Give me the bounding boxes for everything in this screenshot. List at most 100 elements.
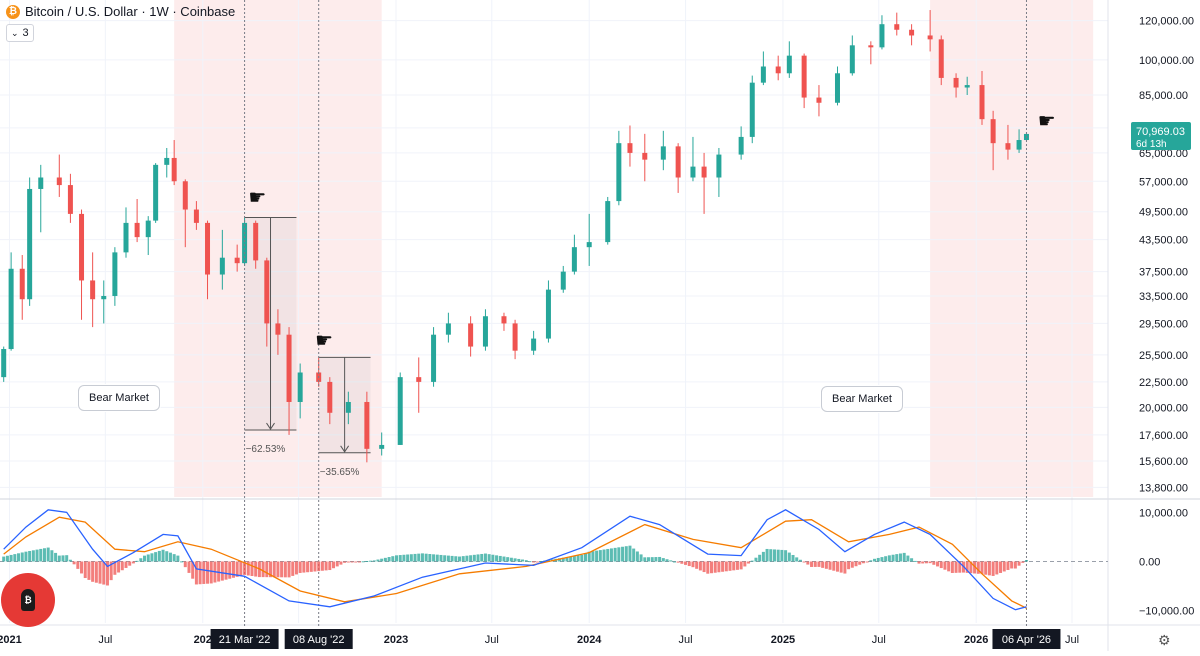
macd-histogram-bar bbox=[343, 561, 347, 563]
macd-histogram-bar bbox=[798, 559, 802, 562]
bear-market-callout-2022[interactable]: Bear Market bbox=[78, 385, 160, 411]
macd-histogram-bar bbox=[191, 561, 195, 579]
macd-histogram-bar bbox=[458, 556, 462, 562]
macd-histogram-bar bbox=[839, 561, 843, 573]
macd-histogram-bar bbox=[658, 556, 662, 562]
macd-histogram-bar bbox=[31, 550, 35, 562]
macd-histogram-bar bbox=[680, 561, 684, 564]
macd-histogram-bar bbox=[969, 561, 973, 574]
macd-histogram-bar bbox=[684, 561, 688, 565]
macd-histogram-bar bbox=[1024, 560, 1028, 562]
macd-histogram-bar bbox=[858, 561, 862, 565]
macd-histogram-bar bbox=[987, 561, 991, 576]
macd-histogram-bar bbox=[113, 561, 117, 575]
macd-histogram-bar bbox=[650, 557, 654, 562]
macd-histogram-bar bbox=[254, 561, 258, 577]
macd-histogram-bar bbox=[513, 558, 517, 562]
macd-histogram-bar bbox=[587, 551, 591, 562]
macd-histogram-bar bbox=[335, 561, 339, 567]
macd-histogram-bar bbox=[357, 561, 361, 563]
macd-histogram-bar bbox=[980, 561, 984, 575]
macd-histogram-bar bbox=[517, 558, 521, 562]
macd-histogram-bar bbox=[409, 554, 413, 562]
macd-histogram-bar bbox=[72, 561, 76, 565]
candle-body bbox=[909, 29, 915, 36]
candle-body bbox=[123, 222, 129, 253]
candle-body bbox=[660, 146, 666, 160]
candle-body bbox=[938, 39, 944, 78]
macd-histogram-bar bbox=[624, 546, 628, 562]
macd-histogram-bar bbox=[87, 561, 91, 580]
candle-body bbox=[445, 323, 451, 335]
candle-body bbox=[379, 444, 385, 449]
time-tick-label: Jul bbox=[1065, 634, 1079, 646]
bitcoin-icon: ₿ bbox=[6, 4, 20, 19]
macd-histogram-bar bbox=[217, 561, 221, 582]
candle-body bbox=[193, 209, 199, 223]
macd-histogram-bar bbox=[632, 548, 636, 562]
macd-histogram-bar bbox=[898, 553, 902, 562]
pointing-hand-icon: ☛ bbox=[248, 187, 266, 209]
macd-histogram-bar bbox=[598, 550, 602, 562]
macd-histogram-bar bbox=[1021, 561, 1025, 563]
candle-body bbox=[1005, 143, 1011, 150]
macd-histogram-bar bbox=[239, 561, 243, 576]
macd-histogram-bar bbox=[498, 555, 502, 562]
price-tick-label: 13,800.00 bbox=[1139, 482, 1188, 494]
macd-histogram-bar bbox=[61, 555, 65, 562]
indicators-toggle-button[interactable]: ⌄ 3 bbox=[6, 24, 34, 42]
macd-histogram-bar bbox=[1013, 561, 1017, 569]
macd-histogram-bar bbox=[261, 561, 265, 578]
price-tick-label: 43,500.00 bbox=[1139, 235, 1188, 247]
macd-histogram-bar bbox=[102, 561, 106, 585]
macd-histogram-bar bbox=[887, 555, 891, 562]
time-tick-label: 2023 bbox=[384, 634, 408, 646]
macd-histogram-bar bbox=[976, 561, 980, 574]
macd-histogram-bar bbox=[936, 561, 940, 567]
macd-histogram-bar bbox=[995, 561, 999, 575]
macd-histogram-bar bbox=[910, 558, 914, 562]
macd-histogram-bar bbox=[424, 553, 428, 562]
macd-histogram-bar bbox=[561, 557, 565, 562]
macd-histogram-bar bbox=[450, 555, 454, 562]
macd-histogram-bar bbox=[42, 548, 46, 562]
candle-body bbox=[953, 77, 959, 88]
macd-histogram-bar bbox=[65, 555, 69, 562]
macd-histogram-bar bbox=[802, 561, 806, 563]
pointing-hand-icon: ☛ bbox=[1038, 111, 1056, 133]
candle-body bbox=[716, 154, 722, 178]
macd-histogram-bar bbox=[780, 549, 784, 562]
candle-body bbox=[79, 213, 85, 281]
macd-histogram-bar bbox=[361, 561, 365, 563]
macd-histogram-bar bbox=[735, 561, 739, 570]
macd-histogram-bar bbox=[861, 561, 865, 564]
candle-body bbox=[56, 177, 62, 186]
macd-histogram-bar bbox=[391, 556, 395, 562]
candle-body bbox=[990, 119, 996, 144]
time-tick-label: 202 bbox=[194, 634, 212, 646]
candle-body bbox=[134, 222, 140, 238]
macd-histogram-bar bbox=[446, 555, 450, 562]
candle-body bbox=[242, 222, 248, 264]
candles bbox=[1, 10, 1029, 463]
bear-market-callout-2026[interactable]: Bear Market bbox=[821, 386, 903, 412]
macd-histogram-bar bbox=[354, 561, 358, 563]
candle-body bbox=[738, 136, 744, 155]
price-tick-label: 120,000.00 bbox=[1139, 16, 1194, 28]
macd-histogram-bar bbox=[5, 555, 9, 562]
candle-body bbox=[849, 45, 855, 74]
candle-body bbox=[979, 85, 985, 120]
macd-axis: 10,000.00 0.00 −10,000.00 bbox=[1139, 507, 1194, 617]
symbol-header[interactable]: ₿ Bitcoin / U.S. Dollar · 1W · Coinbase bbox=[6, 4, 235, 19]
macd-histogram-bar bbox=[417, 553, 421, 562]
candle-body bbox=[275, 323, 281, 335]
macd-histogram-bar bbox=[721, 561, 725, 572]
time-tick-label: Jul bbox=[98, 634, 112, 646]
macd-histogram-bar bbox=[854, 561, 858, 567]
gear-icon[interactable]: ⚙ bbox=[1158, 632, 1171, 648]
macd-histogram-bar bbox=[787, 552, 791, 562]
macd-histogram-bar bbox=[613, 547, 617, 562]
candle-body bbox=[775, 66, 781, 74]
candle-body bbox=[286, 334, 292, 402]
